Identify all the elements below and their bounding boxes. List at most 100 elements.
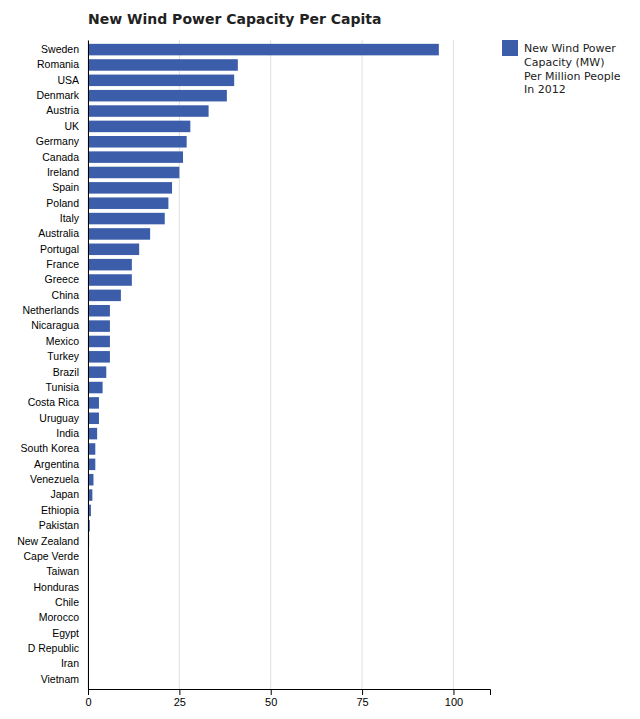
tick-label: Nicaragua [31,319,79,331]
tick: Pakistan [39,519,79,531]
tick: Iran [61,657,79,669]
tick-mark [88,689,89,695]
tick-label: Brazil [53,366,79,378]
tick-label: USA [57,74,79,86]
tick-label: 25 [174,696,186,708]
chart-title: New Wind Power Capacity Per Capita [88,11,381,27]
tick-label: South Korea [21,442,80,454]
axis-line [88,41,89,690]
bar [88,459,95,471]
tick-label: 100 [445,696,463,708]
tick: Sweden [41,43,79,55]
tick-label: Japan [50,488,79,500]
bar [88,320,110,332]
legend-swatch [502,40,518,56]
tick: Romania [37,58,79,70]
tick-label: Egypt [52,627,79,639]
chart-svg: 0255075100SwedenRomaniaUSADenmarkAustria… [0,0,640,719]
tick-mark [362,689,363,695]
grid-line [453,40,454,689]
tick: Tunisia [46,381,80,393]
bar [88,244,139,256]
tick: Turkey [47,350,79,362]
legend: New Wind PowerCapacity (MW)Per Million P… [502,40,621,96]
tick-label: Denmark [36,89,79,101]
tick: Vietnam [41,673,80,685]
bar [88,443,95,455]
grid [88,40,453,689]
tick-label: Honduras [33,581,79,593]
bar [88,197,168,209]
bar [88,228,150,240]
tick-label: Uruguay [39,412,79,424]
tick-label: Germany [36,135,80,147]
bar [88,290,121,302]
tick-label: Portugal [40,243,79,255]
tick: 0 [85,689,91,708]
bar [88,259,132,271]
legend-label-line: In 2012 [524,83,566,96]
grid-line [88,40,89,689]
tick: Ireland [47,166,79,178]
tick-mark [271,689,272,695]
bar [88,336,110,348]
bar [88,274,132,286]
tick-label: Argentina [34,458,79,470]
tick: 100 [445,689,463,708]
tick: Poland [46,197,79,209]
legend-label-line: Per Million People [524,70,621,83]
tick: 25 [174,689,186,708]
tick: Morocco [39,611,79,623]
tick-label: Turkey [47,350,79,362]
tick-label: New Zealand [17,535,79,547]
bar [88,397,99,409]
bar [88,136,187,148]
bar [88,167,179,179]
tick: 50 [265,689,277,708]
legend-item: New Wind PowerCapacity (MW)Per Million P… [502,40,621,96]
tick-mark [179,689,180,695]
tick: Japan [50,488,79,500]
tick: Nicaragua [31,319,79,331]
tick-label: Pakistan [39,519,79,531]
tick: USA [57,74,79,86]
value-axis: 0 25 50 75 100 [85,689,490,708]
tick: Chile [55,596,79,608]
category-axis: SwedenRomaniaUSADenmarkAustriaUKGermanyC… [17,41,88,690]
bar [88,105,209,117]
tick-label: Tunisia [46,381,80,393]
bar [88,151,183,163]
grid-line [362,40,363,689]
tick: Italy [60,212,80,224]
tick-label: Romania [37,58,79,70]
tick-label: Cape Verde [24,550,80,562]
tick-label: India [56,427,79,439]
tick-label: Australia [38,227,79,239]
tick: Canada [42,150,79,162]
bar [88,366,106,378]
tick: Portugal [40,243,79,255]
tick-label: Sweden [41,43,79,55]
tick-label: D Republic [28,642,79,654]
tick-label: Vietnam [41,673,80,685]
tick: Netherlands [22,304,79,316]
tick-label: 50 [265,696,277,708]
bar [88,213,165,225]
tick: New Zealand [17,535,79,547]
tick: Taiwan [46,565,79,577]
tick-label: Venezuela [30,473,79,485]
tick: Greece [45,273,80,285]
tick: Germany [36,135,80,147]
grid-line [270,40,271,689]
tick: Cape Verde [24,550,80,562]
tick: Mexico [46,335,79,347]
bar [88,305,110,317]
tick: Egypt [52,627,79,639]
tick: Denmark [36,89,79,101]
tick-label: Canada [42,150,79,162]
tick: India [56,427,79,439]
bar [88,382,103,394]
legend-label-line: Capacity (MW) [524,56,605,69]
tick: 75 [356,689,368,708]
tick-label: France [46,258,79,270]
